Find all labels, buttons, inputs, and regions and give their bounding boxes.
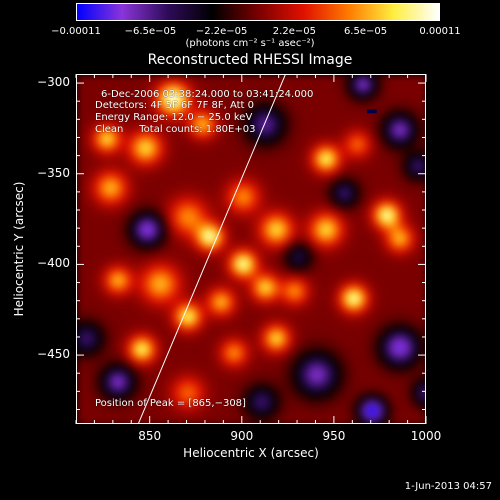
colorbar [76, 3, 440, 21]
x-tick-label: 950 [322, 429, 346, 443]
colorbar-tick-label: −2.2e−05 [195, 26, 248, 37]
colorbar-tick-label: −6.5e−05 [124, 26, 177, 37]
colorbar-tick-label: −0.00011 [51, 26, 101, 37]
plot-area: 6-Dec-2006 03:38:24.000 to 03:41:24.000 … [76, 74, 426, 424]
colorbar-gradient [76, 3, 440, 21]
heatmap-image [77, 75, 425, 423]
footer-date: 1-Jun-2013 04:57 [404, 481, 492, 492]
y-tick-label: −450 [37, 347, 70, 362]
colorbar-units-label: (photons cm⁻² s⁻¹ asec⁻²) [185, 38, 315, 49]
x-tick-label: 1000 [410, 429, 442, 443]
y-tick-label: −400 [37, 256, 70, 271]
annotation-detectors: Detectors: 4F 5F 6F 7F 8F, Att 0 [95, 100, 255, 111]
x-tick-label: 850 [138, 429, 162, 443]
annotation-energy-range: Energy Range: 12.0 − 25.0 keV [95, 112, 253, 123]
colorbar-tick-label: 2.2e−05 [272, 26, 316, 37]
annotation-clean-counts: Clean Total counts: 1.80E+03 [95, 124, 256, 135]
y-axis-label: Heliocentric Y (arcsec) [12, 181, 26, 317]
chart-title: Reconstructed RHESSI Image [147, 52, 353, 68]
colorbar-tick-label: 6.5e−05 [343, 26, 388, 37]
x-axis-label: Heliocentric X (arcsec) [183, 446, 319, 460]
solar-limb-line [138, 75, 286, 423]
peak-marker [366, 109, 377, 114]
colorbar-tick-label: 0.00011 [419, 26, 461, 37]
plot-overlay [138, 75, 377, 423]
y-tick-label: −350 [37, 165, 70, 180]
y-tick-label: −300 [37, 75, 70, 90]
annotation-peak-position: Position of Peak = [865,−308] [95, 398, 246, 409]
annotation-time-range: 6-Dec-2006 03:38:24.000 to 03:41:24.000 [101, 89, 314, 100]
x-tick-label: 900 [230, 429, 254, 443]
